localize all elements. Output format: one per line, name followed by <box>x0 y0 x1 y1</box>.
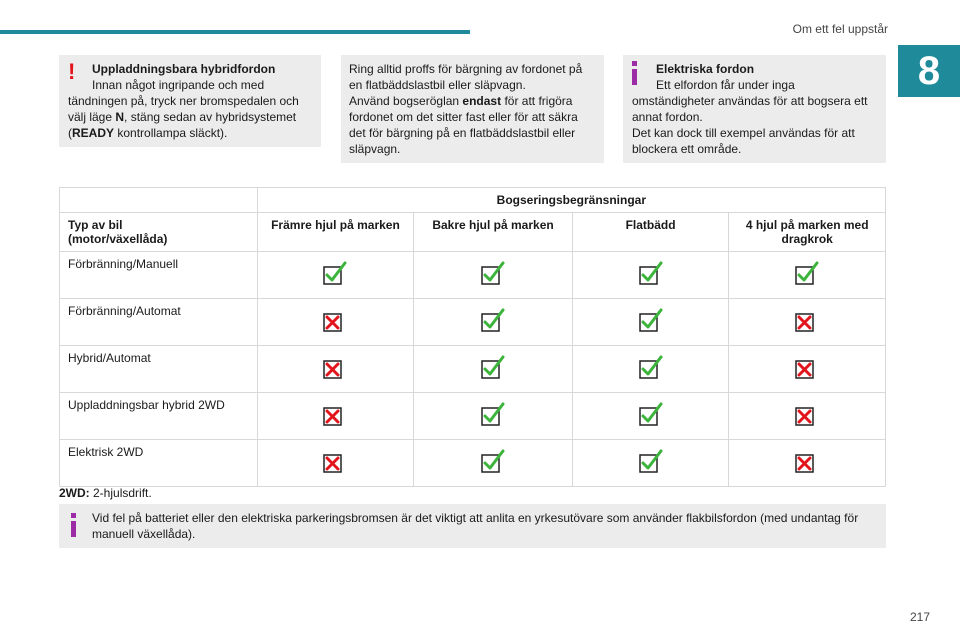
cross-icon <box>795 313 814 332</box>
note-line: Ett elfordon får under inga <box>656 78 795 92</box>
note-line: släpvagn. <box>349 142 401 156</box>
table-header-four-wheels: 4 hjul på marken med dragkrok <box>728 212 886 252</box>
table-row: Elektrisk 2WD <box>59 439 886 487</box>
cross-icon <box>323 454 343 473</box>
row-label: Förbränning/Automat <box>59 298 258 346</box>
note-line: omständigheter användas för att bogsera … <box>632 94 868 108</box>
note-line: välj läge N, stäng sedan av hybridsystem… <box>68 110 297 124</box>
check-icon <box>638 355 663 379</box>
table-header-rear-wheels: Bakre hjul på marken <box>413 212 573 252</box>
cross-icon <box>323 407 343 426</box>
check-icon <box>795 261 819 285</box>
table-cell <box>571 439 730 487</box>
check-icon <box>638 308 663 332</box>
check-icon <box>481 355 505 379</box>
footnote: 2WD: 2-hjulsdrift. <box>59 486 152 500</box>
table-cell <box>413 392 573 440</box>
note-line: Det kan dock till exempel användas för a… <box>632 126 855 140</box>
note-title: Elektriska fordon <box>656 62 755 76</box>
row-label: Uppladdningsbar hybrid 2WD <box>59 392 258 440</box>
check-icon <box>481 261 505 285</box>
header-bar <box>0 30 470 34</box>
check-icon <box>481 402 505 426</box>
table-cell <box>256 345 415 393</box>
cross-icon <box>795 454 814 473</box>
note-line: det för bärgning på en flatbäddslastbil … <box>349 126 576 140</box>
table-body: Förbränning/Manuell Förbränning/Automat Hy… <box>59 251 886 487</box>
table-cell <box>256 251 415 299</box>
table-row: Förbränning/Automat <box>59 298 886 346</box>
table-header-vehicle-type: Typ av bil (motor/växellåda) <box>59 212 258 252</box>
battery-note: Vid fel på batteriet eller den elektrisk… <box>59 504 886 548</box>
table-row: Hybrid/Automat <box>59 345 886 393</box>
table-header-flatbed: Flatbädd <box>571 212 730 252</box>
warning-exclamation-icon: ! <box>68 59 76 84</box>
check-icon <box>481 308 505 332</box>
table-cell <box>256 439 415 487</box>
note-line: Ring alltid proffs för bärgning av fordo… <box>349 62 583 76</box>
note-line: Vid fel på batteriet eller den elektrisk… <box>92 511 859 525</box>
table-row: Uppladdningsbar hybrid 2WD <box>59 392 886 440</box>
chapter-number: 8 <box>898 45 960 97</box>
table-cell <box>256 392 415 440</box>
table-cell <box>413 345 573 393</box>
note-line: Använd bogseröglan endast för att frigör… <box>349 94 573 108</box>
table-cell <box>728 345 886 393</box>
cross-icon <box>795 360 814 379</box>
info-icon <box>632 61 638 85</box>
row-label: Hybrid/Automat <box>59 345 258 393</box>
electric-vehicle-note: Elektriska fordon Ett elfordon får under… <box>623 55 886 163</box>
table-cell <box>256 298 415 346</box>
note-line: annat fordon. <box>632 110 703 124</box>
note-line: blockera ett område. <box>632 142 742 156</box>
table-cell <box>728 251 886 299</box>
row-label: Elektrisk 2WD <box>59 439 258 487</box>
section-title: Om ett fel uppstår <box>792 22 888 36</box>
cross-icon <box>323 360 343 379</box>
table-cell <box>413 298 573 346</box>
table-row: Förbränning/Manuell <box>59 251 886 299</box>
info-icon <box>71 513 77 537</box>
hybrid-warning-note: ! Uppladdningsbara hybridfordon Innan nå… <box>59 55 321 147</box>
table-group-header: Bogseringsbegränsningar <box>256 187 887 213</box>
table-header-front-wheels: Främre hjul på marken <box>256 212 415 252</box>
table-cell <box>571 298 730 346</box>
towing-restrictions-table: Bogseringsbegränsningar Typ av bil (motor… <box>59 187 887 487</box>
row-label: Förbränning/Manuell <box>59 251 258 299</box>
note-line: Innan något ingripande och med <box>92 78 265 92</box>
check-icon <box>638 402 663 426</box>
table-cell <box>571 392 730 440</box>
page-number: 217 <box>909 610 930 624</box>
table-cell <box>728 298 886 346</box>
table-cell <box>571 251 730 299</box>
check-icon <box>638 261 663 285</box>
table-cell <box>413 439 573 487</box>
note-line: fordonet om det sitter fast eller för at… <box>349 110 578 124</box>
check-icon <box>323 261 347 285</box>
note-title: Uppladdningsbara hybridfordon <box>92 62 276 76</box>
table-cell <box>728 439 886 487</box>
table-cell <box>413 251 573 299</box>
check-icon <box>481 449 505 473</box>
towing-note: Ring alltid proffs för bärgning av fordo… <box>341 55 604 163</box>
note-line: (READY kontrollampa släckt). <box>68 126 228 140</box>
note-line: en flatbäddslastbil eller släpvagn. <box>349 78 526 92</box>
table-empty-cell <box>59 187 258 213</box>
note-line: tändningen på, tryck ner bromspedalen oc… <box>68 94 299 108</box>
cross-icon <box>795 407 814 426</box>
table-cell <box>571 345 730 393</box>
cross-icon <box>323 313 343 332</box>
note-line: manuell växellåda). <box>92 527 196 541</box>
table-cell <box>728 392 886 440</box>
check-icon <box>638 449 663 473</box>
